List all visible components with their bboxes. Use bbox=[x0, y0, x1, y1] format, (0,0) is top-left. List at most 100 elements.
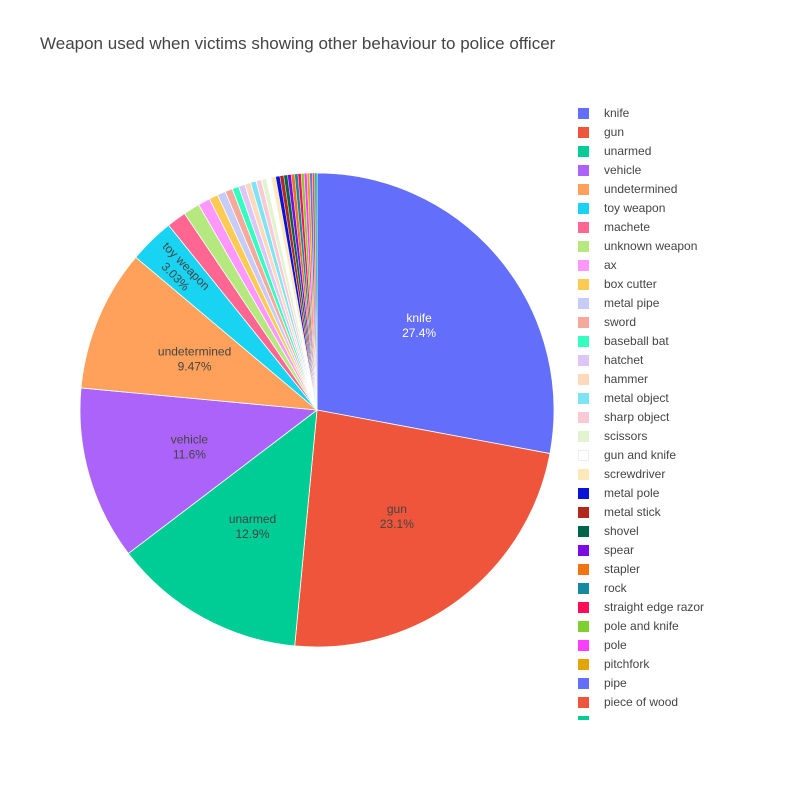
pie-slice-undetermined-4[interactable] bbox=[80, 256, 319, 411]
legend-label: pole bbox=[604, 638, 627, 652]
legend-swatch bbox=[578, 108, 589, 119]
legend-item-unknown-weapon-7[interactable]: unknown weapon bbox=[576, 238, 800, 257]
legend-label: rock bbox=[604, 581, 627, 595]
legend-item-knife-0[interactable]: knife bbox=[576, 105, 800, 124]
legend-swatch bbox=[578, 260, 589, 271]
legend-swatch bbox=[578, 488, 589, 499]
legend-swatch bbox=[578, 507, 589, 518]
legend-label: metal pole bbox=[604, 486, 660, 500]
legend-item-straight-edge-razor-26[interactable]: straight edge razor bbox=[576, 599, 800, 618]
legend-label: hatchet bbox=[604, 353, 644, 367]
legend-label: baseball bat bbox=[604, 334, 669, 348]
legend-item-sword-11[interactable]: sword bbox=[576, 314, 800, 333]
legend-swatch bbox=[578, 241, 589, 252]
legend-swatch bbox=[578, 659, 589, 670]
legend-swatch bbox=[578, 412, 589, 423]
legend-label: hammer bbox=[604, 372, 649, 386]
legend-label: screwdriver bbox=[604, 467, 666, 481]
legend-item-shovel-22[interactable]: shovel bbox=[576, 523, 800, 542]
legend-label: vehicle bbox=[604, 163, 642, 177]
legend-label: straight edge razor bbox=[604, 600, 705, 614]
legend-label: metal stick bbox=[604, 505, 661, 519]
legend-item-box-cutter-9[interactable]: box cutter bbox=[576, 276, 800, 295]
legend-swatch bbox=[578, 450, 589, 461]
legend-item-metal-object-15[interactable]: metal object bbox=[576, 390, 800, 409]
legend-swatch bbox=[578, 317, 589, 328]
legend-item-ax-8[interactable]: ax bbox=[576, 257, 800, 276]
legend-swatch bbox=[578, 678, 589, 689]
legend-swatch bbox=[578, 431, 589, 442]
legend-swatch bbox=[578, 336, 589, 347]
legend-swatch bbox=[578, 222, 589, 233]
legend-label: ax bbox=[604, 258, 617, 272]
legend-item-unarmed-2[interactable]: unarmed bbox=[576, 143, 800, 162]
slice-label-vehicle: vehicle 11.6% bbox=[171, 433, 209, 462]
legend-item-rock-25[interactable]: rock bbox=[576, 580, 800, 599]
legend-item-spear-23[interactable]: spear bbox=[576, 542, 800, 561]
slice-label-unarmed: unarmed 12.9% bbox=[229, 512, 276, 541]
legend-label: machete bbox=[604, 220, 651, 234]
legend-swatch bbox=[578, 716, 589, 720]
legend-label: metal object bbox=[604, 391, 669, 405]
legend-label: toy weapon bbox=[604, 201, 666, 215]
legend-swatch bbox=[578, 146, 589, 157]
legend-label: gun bbox=[604, 125, 625, 139]
legend-swatch bbox=[578, 697, 589, 708]
legend-label: pole and knife bbox=[604, 619, 679, 633]
legend-item-toy-weapon-5[interactable]: toy weapon bbox=[576, 200, 800, 219]
legend-swatch bbox=[578, 203, 589, 214]
legend-item-stapler-24[interactable]: stapler bbox=[576, 561, 800, 580]
legend-item-hatchet-13[interactable]: hatchet bbox=[576, 352, 800, 371]
legend-swatch bbox=[578, 184, 589, 195]
legend-item-machete-6[interactable]: machete bbox=[576, 219, 800, 238]
slice-label-knife: knife 27.4% bbox=[402, 311, 436, 340]
legend-item-pipe-30[interactable]: pipe bbox=[576, 675, 800, 694]
legend-swatch bbox=[578, 374, 589, 385]
legend-label: piece of wood bbox=[604, 695, 679, 709]
pie-slice-knife-0[interactable] bbox=[316, 172, 555, 455]
legend-label: gun and knife bbox=[604, 448, 677, 462]
legend-item-pitchfork-29[interactable]: pitchfork bbox=[576, 656, 800, 675]
legend-item-hammer-14[interactable]: hammer bbox=[576, 371, 800, 390]
chart-title: Weapon used when victims showing other b… bbox=[40, 34, 556, 53]
legend-swatch bbox=[578, 127, 589, 138]
legend-item-screwdriver-19[interactable]: screwdriver bbox=[576, 466, 800, 485]
legend-swatch bbox=[578, 640, 589, 651]
legend-item-scissors-17[interactable]: scissors bbox=[576, 428, 800, 447]
slice-label-gun: gun 23.1% bbox=[380, 502, 414, 531]
legend-label: undetermined bbox=[604, 182, 678, 196]
legend-label: sharp object bbox=[604, 410, 670, 424]
legend-swatch bbox=[578, 602, 589, 613]
legend-swatch bbox=[578, 165, 589, 176]
pie-slice-vehicle-3[interactable] bbox=[79, 387, 319, 555]
legend-swatch bbox=[578, 564, 589, 575]
legend-swatch bbox=[578, 469, 589, 480]
legend-label: stapler bbox=[604, 562, 641, 576]
pie-slice-unarmed-2[interactable] bbox=[127, 409, 318, 647]
legend-item-pole-28[interactable]: pole bbox=[576, 637, 800, 656]
legend-item-baseball-bat-12[interactable]: baseball bat bbox=[576, 333, 800, 352]
legend-item-other-32[interactable] bbox=[576, 713, 800, 720]
legend-swatch bbox=[578, 583, 589, 594]
legend-swatch bbox=[578, 298, 589, 309]
legend-item-sharp-object-16[interactable]: sharp object bbox=[576, 409, 800, 428]
legend-item-gun-1[interactable]: gun bbox=[576, 124, 800, 143]
legend-item-pole-and-knife-27[interactable]: pole and knife bbox=[576, 618, 800, 637]
legend-label: box cutter bbox=[604, 277, 657, 291]
legend-label: pitchfork bbox=[604, 657, 650, 671]
legend-item-metal-pipe-10[interactable]: metal pipe bbox=[576, 295, 800, 314]
legend-item-metal-pole-20[interactable]: metal pole bbox=[576, 485, 800, 504]
legend-item-undetermined-4[interactable]: undetermined bbox=[576, 181, 800, 200]
pie-slice-gun-1[interactable] bbox=[294, 409, 551, 648]
legend-item-piece-of-wood-31[interactable]: piece of wood bbox=[576, 694, 800, 713]
legend-label: scissors bbox=[604, 429, 648, 443]
pie-slice-other-32[interactable] bbox=[314, 172, 318, 411]
legend-swatch bbox=[578, 621, 589, 632]
legend-label: sword bbox=[604, 315, 637, 329]
legend-item-vehicle-3[interactable]: vehicle bbox=[576, 162, 800, 181]
legend-item-metal-stick-21[interactable]: metal stick bbox=[576, 504, 800, 523]
legend-swatch bbox=[578, 355, 589, 366]
legend-item-gun-and-knife-18[interactable]: gun and knife bbox=[576, 447, 800, 466]
legend-swatch bbox=[578, 526, 589, 537]
